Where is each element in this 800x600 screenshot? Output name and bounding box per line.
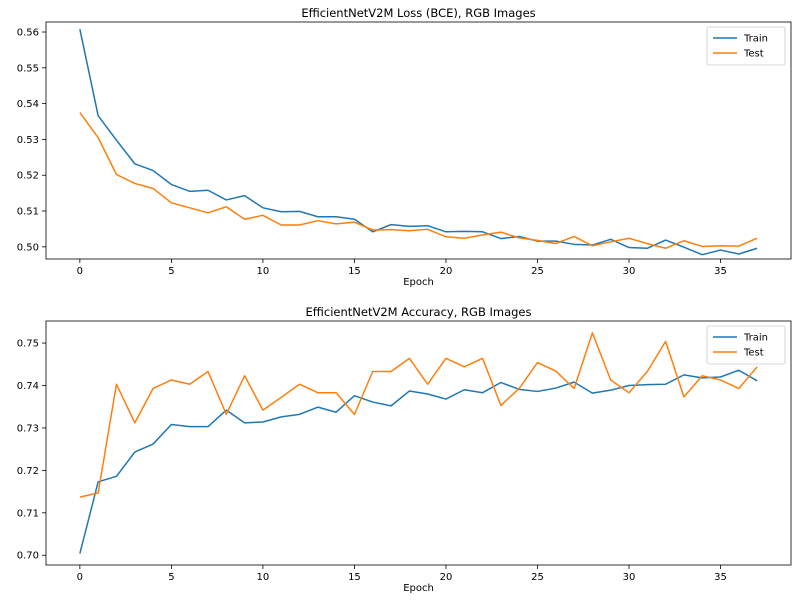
x-axis-label: Epoch	[403, 277, 434, 288]
chart-title: EfficientNetV2M Accuracy, RGB Images	[306, 305, 532, 319]
y-tick-label: 0.71	[17, 508, 39, 519]
y-tick-label: 0.74	[17, 381, 39, 392]
plot-frame	[45, 21, 792, 260]
y-tick-label: 0.56	[17, 28, 39, 39]
x-tick-label: 0	[77, 572, 83, 583]
chart-title: EfficientNetV2M Loss (BCE), RGB Images	[301, 6, 535, 20]
legend: Train Test	[706, 26, 786, 66]
y-tick-label: 0.75	[17, 339, 39, 350]
plot-frame	[45, 320, 792, 566]
x-tick-label: 20	[440, 266, 453, 277]
legend: Train Test	[706, 325, 786, 365]
y-tick-label: 0.70	[17, 551, 39, 562]
legend-label-train: Train	[743, 34, 768, 45]
y-tick-label: 0.54	[17, 99, 39, 110]
legend-box	[706, 325, 786, 365]
y-tick-label: 0.53	[17, 135, 39, 146]
chart-accuracy: EfficientNetV2M Accuracy, RGB Images 0 5 10…	[17, 305, 792, 594]
x-tick-label: 5	[168, 266, 174, 277]
x-tick-label: 35	[714, 572, 727, 583]
series-line-test	[79, 112, 758, 250]
x-tick-label: 10	[257, 266, 270, 277]
series-line-train	[79, 29, 758, 256]
x-tick-label: 15	[348, 266, 361, 277]
legend-label-train: Train	[743, 333, 768, 344]
legend-label-test: Test	[743, 348, 764, 359]
y-tick-label: 0.51	[17, 207, 39, 218]
series-line-test	[79, 332, 758, 498]
y-tick-label: 0.50	[17, 242, 39, 253]
x-tick-label: 35	[714, 266, 727, 277]
legend-label-test: Test	[743, 49, 764, 60]
x-tick-label: 15	[348, 572, 361, 583]
x-tick-label: 30	[623, 266, 636, 277]
x-tick-label: 0	[77, 266, 83, 277]
x-tick-label: 5	[168, 572, 174, 583]
y-tick-label: 0.52	[17, 171, 39, 182]
y-tick-label: 0.73	[17, 423, 39, 434]
x-tick-label: 30	[623, 572, 636, 583]
x-tick-label: 25	[531, 266, 544, 277]
x-tick-label: 25	[531, 572, 544, 583]
y-tick-label: 0.55	[17, 63, 39, 74]
x-axis-label: Epoch	[403, 583, 434, 594]
series-line-train	[79, 369, 758, 554]
x-tick-label: 10	[257, 572, 270, 583]
y-tick-label: 0.72	[17, 466, 39, 477]
chart-loss: EfficientNetV2M Loss (BCE), RGB Images 0 5…	[17, 6, 792, 288]
x-tick-label: 20	[440, 572, 453, 583]
legend-box	[706, 26, 786, 66]
